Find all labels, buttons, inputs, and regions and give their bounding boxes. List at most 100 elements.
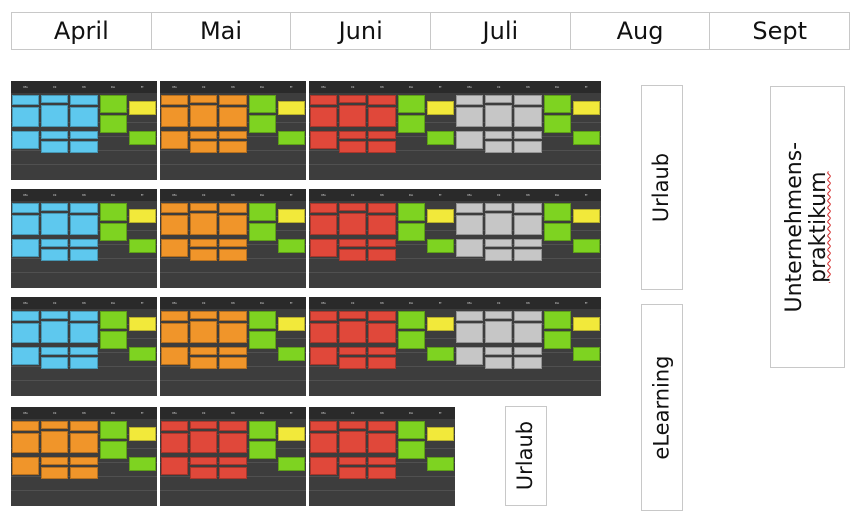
schedule-block [190,141,218,153]
schedule-block [248,223,276,241]
schedule-block [190,95,218,103]
schedule-block [277,239,305,253]
calendar-gridline [160,490,306,491]
day-header-label: Fr [439,193,442,197]
schedule-block [368,141,396,153]
schedule-block [70,141,98,153]
schedule-block [485,357,513,369]
schedule-block [161,311,189,321]
schedule-block [514,215,542,235]
schedule-block [310,203,338,213]
schedule-block [128,131,156,145]
schedule-block [248,203,276,221]
day-header-label: Mi [231,85,235,89]
schedule-block [397,421,425,439]
schedule-block [368,347,396,355]
schedule-block [514,131,542,139]
schedule-block [514,141,542,153]
schedule-block [219,95,247,105]
schedule-block [190,239,218,247]
week-calendar-cyan: Mo Di Mi Do Fr [11,81,157,180]
schedule-block [70,457,98,465]
schedule-block [128,209,156,223]
week-calendar-cyan: Mo Di Mi Do Fr [11,189,157,288]
day-header-label: Mo [23,301,28,305]
day-header-label: Fr [141,301,144,305]
day-header-label: Di [497,301,501,305]
day-header-label: Fr [439,85,442,89]
schedule-block [99,331,127,349]
schedule-block [368,249,396,261]
schedule-block [41,213,69,235]
day-header-label: Mi [380,193,384,197]
week-calendar-red: Mo Di Mi Do Fr [309,81,455,180]
calendar-gridline [309,490,455,491]
schedule-block [397,95,425,113]
schedule-block [485,321,513,343]
schedule-block [70,357,98,369]
schedule-block [99,115,127,133]
schedule-block [12,311,40,321]
calendar-gridline [160,272,306,273]
day-header-label: Mi [526,193,530,197]
schedule-block [219,347,247,355]
day-header-label: Fr [290,85,293,89]
urlaub-box-bottom: Urlaub [505,406,547,506]
schedule-block [456,95,484,105]
schedule-block [248,331,276,349]
week-calendar-orange: Mo Di Mi Do Fr [160,297,306,396]
schedule-block [456,239,484,257]
month-header: April Mai Juni Juli Aug Sept [11,12,850,50]
schedule-block [368,239,396,247]
day-header-label: Di [351,193,355,197]
day-header-label: Mo [172,411,177,415]
schedule-block [426,239,454,253]
week-calendar-red: Mo Di Mi Do Fr [160,407,306,506]
schedule-block [277,317,305,331]
schedule-block [456,131,484,149]
schedule-block [514,357,542,369]
schedule-block [248,95,276,113]
schedule-block [161,131,189,149]
schedule-block [368,357,396,369]
month-april: April [12,13,152,49]
calendar-gridline [11,380,157,381]
schedule-block [219,141,247,153]
schedule-block [219,203,247,213]
day-header-label: Fr [439,411,442,415]
schedule-block [339,321,367,343]
day-header-label: Di [497,193,501,197]
schedule-block [128,427,156,441]
schedule-block [456,215,484,235]
schedule-block [485,141,513,153]
schedule-block [70,347,98,355]
schedule-block [514,311,542,321]
schedule-block [368,323,396,343]
day-header-label: Mo [321,85,326,89]
schedule-block [41,321,69,343]
schedule-block [219,215,247,235]
day-header-label: Fr [141,193,144,197]
day-header-label: Mi [526,301,530,305]
calendar-gridline [309,164,455,165]
schedule-block [310,347,338,365]
schedule-block [339,203,367,211]
calendar-gridline [309,380,455,381]
day-header-label: Di [53,85,57,89]
day-header-label: Do [555,301,560,305]
schedule-block [543,203,571,221]
schedule-block [161,433,189,453]
day-header-label: Fr [141,85,144,89]
schedule-block [426,457,454,471]
praktikum-box: Unternehmens- praktikum [770,86,845,368]
schedule-block [248,115,276,133]
schedule-block [219,357,247,369]
schedule-block [41,203,69,211]
schedule-block [339,421,367,429]
calendar-gridline [160,380,306,381]
schedule-block [339,467,367,479]
day-header-label: Mo [23,411,28,415]
schedule-block [190,421,218,429]
praktikum-label: Unternehmens- praktikum [782,142,831,313]
schedule-block [368,467,396,479]
